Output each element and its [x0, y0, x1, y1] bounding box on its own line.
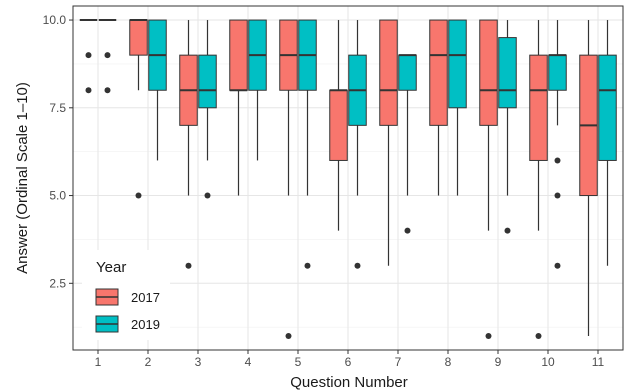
boxes	[79, 19, 617, 339]
x-tick-label: 4	[245, 355, 252, 369]
iqr-box	[229, 19, 248, 91]
outlier-point	[485, 332, 492, 339]
y-tick-label: 2.5	[49, 276, 66, 290]
x-tick-label: 7	[395, 355, 402, 369]
outlier-point	[354, 262, 361, 269]
legend-label-2017: 2017	[131, 290, 160, 305]
box-2017-q8	[429, 19, 448, 196]
iqr-box	[479, 19, 498, 126]
outlier-point	[404, 227, 411, 234]
outlier-point	[304, 262, 311, 269]
box-2017-q10	[529, 20, 548, 339]
iqr-box	[598, 54, 617, 161]
iqr-box	[198, 54, 217, 109]
x-tick-label: 9	[495, 355, 502, 369]
x-tick-label: 5	[295, 355, 302, 369]
iqr-box	[429, 19, 448, 126]
box-2019-q10	[548, 20, 567, 269]
iqr-box	[129, 19, 148, 56]
box-2019-q11	[598, 20, 617, 266]
axes: 2.5 5.0 7.5 10.0 1 2 3 4 5 6 7 8 9 10 11	[43, 13, 605, 369]
outlier-point	[554, 262, 561, 269]
outlier-point	[285, 332, 292, 339]
x-tick-label: 8	[445, 355, 452, 369]
y-tick-label: 5.0	[49, 189, 66, 203]
outlier-point	[104, 87, 111, 94]
iqr-box	[548, 54, 567, 91]
box-2017-q9	[479, 19, 498, 339]
y-tick-label: 7.5	[49, 101, 66, 115]
box-2017-q5	[279, 19, 298, 339]
box-2019-q3	[198, 20, 217, 199]
box-2019-q8	[448, 19, 467, 196]
x-tick-label: 2	[145, 355, 152, 369]
legend-entry-2019: 2019	[95, 315, 160, 333]
iqr-box	[379, 19, 398, 126]
y-axis-title: Answer (Ordinal Scale 1–10)	[14, 82, 31, 274]
legend-title: Year	[96, 259, 126, 276]
box-2019-q1	[98, 19, 117, 94]
x-tick-label: 1	[95, 355, 102, 369]
x-tick-label: 3	[195, 355, 202, 369]
box-2019-q4	[248, 19, 267, 161]
outlier-point	[85, 52, 92, 59]
box-2017-q1	[79, 19, 98, 94]
x-tick-label: 11	[592, 355, 605, 369]
iqr-box	[448, 19, 467, 109]
legend-label-2019: 2019	[131, 317, 160, 332]
legend-entry-2017: 2017	[95, 288, 160, 306]
box-2017-q3	[179, 20, 198, 269]
outlier-point	[554, 157, 561, 164]
box-2017-q11	[579, 20, 598, 336]
box-2017-q4	[229, 19, 248, 196]
x-axis-title: Question Number	[290, 374, 408, 391]
y-tick-label: 10.0	[43, 13, 67, 27]
iqr-box	[329, 89, 348, 161]
box-2019-q7	[398, 54, 417, 234]
x-tick-label: 6	[345, 355, 352, 369]
legend: Year 2017 2019	[82, 250, 170, 340]
x-tick-label: 10	[541, 355, 555, 369]
outlier-point	[104, 52, 111, 59]
box-2017-q2	[129, 19, 148, 199]
outlier-point	[135, 192, 142, 199]
box-2019-q6	[348, 20, 367, 269]
iqr-box	[498, 37, 517, 109]
outlier-point	[535, 332, 542, 339]
box-2017-q6	[329, 20, 348, 231]
iqr-box	[398, 54, 417, 91]
outlier-point	[504, 227, 511, 234]
box-2019-q9	[498, 20, 517, 234]
outlier-point	[185, 262, 192, 269]
box-2017-q7	[379, 19, 398, 266]
outlier-point	[554, 192, 561, 199]
iqr-box	[529, 54, 548, 161]
box-2019-q2	[148, 19, 167, 161]
box-2019-q5	[298, 19, 317, 269]
outlier-point	[204, 192, 211, 199]
outlier-point	[85, 87, 92, 94]
